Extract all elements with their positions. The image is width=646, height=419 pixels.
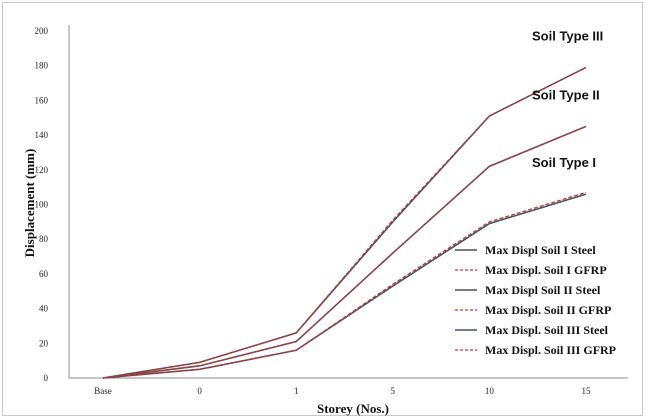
- series-annotations: Soil Type III Soil Type II Soil Type I: [532, 28, 603, 170]
- x-tick-label: Base: [94, 386, 112, 396]
- series-lines: [102, 66, 587, 379]
- x-tick-label: 15: [582, 386, 592, 396]
- y-tick-label: 120: [35, 165, 49, 175]
- series-line: [102, 125, 587, 379]
- series-line: [102, 191, 587, 379]
- y-tick-label: 60: [39, 269, 49, 279]
- y-tick-label: 180: [35, 61, 49, 71]
- series-annotation: Soil Type III: [532, 28, 603, 43]
- legend-label: Max Displ. Soil II GFRP: [485, 303, 611, 317]
- legend: Max Displ Soil I Steel Max Displ. Soil I …: [455, 243, 616, 357]
- y-tick-label: 140: [35, 130, 49, 140]
- x-tick-label: 5: [391, 386, 396, 396]
- x-tick-label: 1: [294, 386, 299, 396]
- y-tick-labels: 0 20 40 60 80 100 120 140 160 180 200: [35, 26, 49, 383]
- x-axis-title: Storey (Nos.): [317, 401, 389, 416]
- y-tick-label: 160: [35, 95, 49, 105]
- y-axis-title: Displacement (mm): [22, 149, 37, 258]
- series-line: [102, 66, 587, 379]
- series-annotation: Soil Type I: [532, 155, 596, 170]
- legend-label: Max Displ. Soil I GFRP: [485, 263, 607, 277]
- x-tick-labels: Base 0 1 5 10 15: [94, 386, 591, 396]
- series-annotation: Soil Type II: [532, 87, 600, 102]
- y-tick-label: 0: [44, 373, 49, 383]
- y-tick-label: 100: [35, 200, 49, 210]
- x-tick-label: 0: [197, 386, 202, 396]
- legend-label: Max Displ. Soil III GFRP: [485, 343, 616, 357]
- y-tick-label: 20: [39, 338, 49, 348]
- legend-label: Max Displ. Soil III Steel: [485, 323, 609, 337]
- x-tick-label: 10: [485, 386, 495, 396]
- y-tick-label: 80: [39, 234, 49, 244]
- legend-label: Max Displ Soil II Steel: [485, 283, 601, 297]
- y-tick-label: 200: [35, 26, 49, 36]
- y-tick-label: 40: [39, 304, 49, 314]
- legend-label: Max Displ Soil I Steel: [485, 243, 596, 257]
